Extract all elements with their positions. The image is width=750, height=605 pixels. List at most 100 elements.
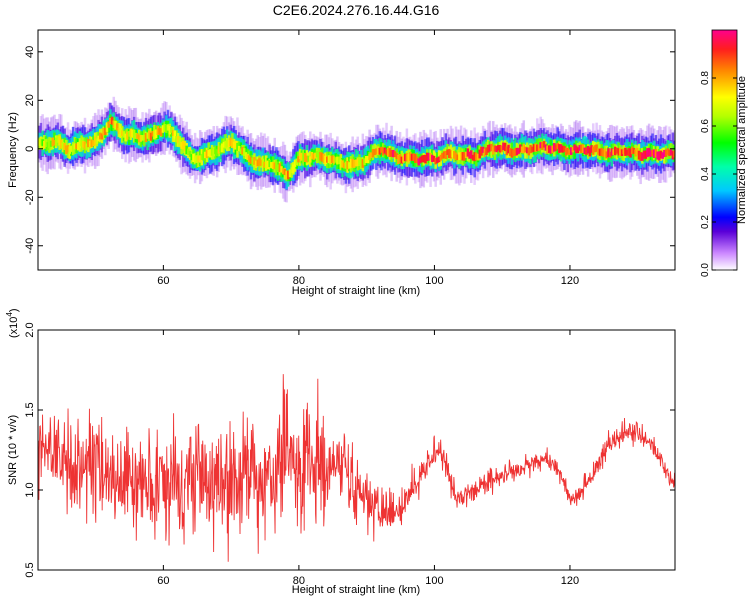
spectrogram-cell [447,149,451,159]
spectrogram-cell [559,144,563,153]
spectrogram-cell [168,125,171,135]
spectrogram-cell [332,156,336,164]
spectrogram-cell [219,145,222,153]
spectrogram-cell [249,157,253,164]
spectrogram-cell [214,148,217,155]
spectrogram-cell [124,133,127,142]
spectrogram-cell [95,138,99,144]
spectrogram-cell [415,156,419,164]
spectrogram-cell [327,155,331,164]
spectrogram-cell [436,157,439,164]
spectrogram-cell [171,130,175,136]
spectrogram-cell [666,148,670,156]
spectrogram-cell [354,159,358,167]
spectrogram-cell [532,144,536,152]
spectrogram-cell [285,171,288,180]
spectrogram-cell [131,129,134,138]
spectrogram-cell [259,159,263,166]
spectrogram-cell [317,152,321,161]
spectrogram-cell [569,147,573,155]
chart-title: C2E6.2024.276.16.44.G16 [273,2,440,18]
spectrogram-cell [229,137,232,147]
spectrogram-cell [119,127,122,137]
y-tick-label: 40 [24,46,36,58]
spectrogram-cell [673,150,675,158]
spectrogram-cell [597,148,600,155]
spectrogram-cell [132,129,136,138]
spectrogram-cell [483,148,487,157]
spectrogram-cell [480,146,483,156]
spectrogram-cell [283,168,287,176]
spectrogram-cell [307,155,310,162]
spectrogram-cell [107,121,110,128]
spectrogram-cell [209,149,212,158]
spectrogram-cell [537,144,541,151]
spectrogram-cell [136,133,139,140]
spectrogram-cell [429,152,432,160]
spectrogram-cell [449,150,453,159]
snr-y-ticks: 0.5 1.0 1.5 2.0 [24,322,675,578]
spectrogram-cell [575,145,578,154]
snr-x-ticks: 60 80 100 120 [157,330,579,587]
y-tick-label: 1.5 [24,402,36,417]
spectrogram-cell [656,151,659,160]
spectrogram-cell [410,153,414,161]
spectrogram-cell [341,160,344,168]
spectrogram-cell [104,127,107,135]
spectrogram-cell [639,152,642,161]
spectrogram-cell [363,158,366,166]
spectrogram-cell [431,154,434,163]
spectrogram-cell [271,161,275,170]
spectrogram-cell [258,157,261,166]
spectrogram-cell [137,134,141,143]
spectrogram-cell [129,128,132,137]
spectrogram-cell [558,144,561,153]
spectrogram-cell [281,168,285,175]
y-tick-label: -40 [24,238,36,254]
spectrogram-cell [183,143,187,152]
spectrogram-cell [217,146,221,154]
spectrogram-cell [122,131,126,138]
x-tick-label: 100 [425,575,443,587]
spectrogram-cell [215,149,219,157]
spectrogram-cell [82,140,85,148]
spectrogram-cell [180,141,183,149]
spectrogram-cell [90,139,94,148]
spectrogram-cell [93,136,97,145]
spectrogram-cell [237,145,241,152]
spectrogram-cell [43,140,46,149]
spectrogram-cell [49,140,53,147]
spectrogram-cell [83,141,87,150]
spectrogram-cell [48,140,51,149]
spectrogram-cell [500,145,503,152]
spectrogram-cell [114,120,117,130]
spectrogram-cell [156,126,160,135]
spectrogram-cell [92,140,95,147]
spectrogram-cell [297,156,300,163]
spectrogram-cell [625,149,629,156]
spectrogram-cell [70,145,73,152]
spectrogram-cell [388,148,392,157]
spectrogram-cell [205,150,209,159]
spectrogram-cell [407,153,410,163]
spectrogram-cell [531,146,534,153]
spectrogram-cell [139,135,143,142]
spectrogram-cell [451,150,454,158]
spectrogram-cell [173,130,177,139]
spectrogram-cell [253,157,256,165]
spectrogram-cell [373,149,376,156]
colorbar-tick-label: 0.6 [700,119,711,133]
spectrogram-cell [492,146,495,155]
spectrogram-cell [353,159,356,168]
y-tick-label: 20 [24,94,36,106]
spectrogram-cell [442,151,446,159]
spectrogram-cell [580,144,583,153]
spectrogram-cell [141,135,144,141]
spectrogram-cell [78,141,82,149]
spectrogram-cell [246,153,249,161]
spectrogram-cell [668,149,671,157]
spectrogram-cell [154,129,158,139]
spectrogram-cell [578,145,581,151]
spectrogram-cell [549,146,553,154]
spectrogram-cell [458,152,461,161]
